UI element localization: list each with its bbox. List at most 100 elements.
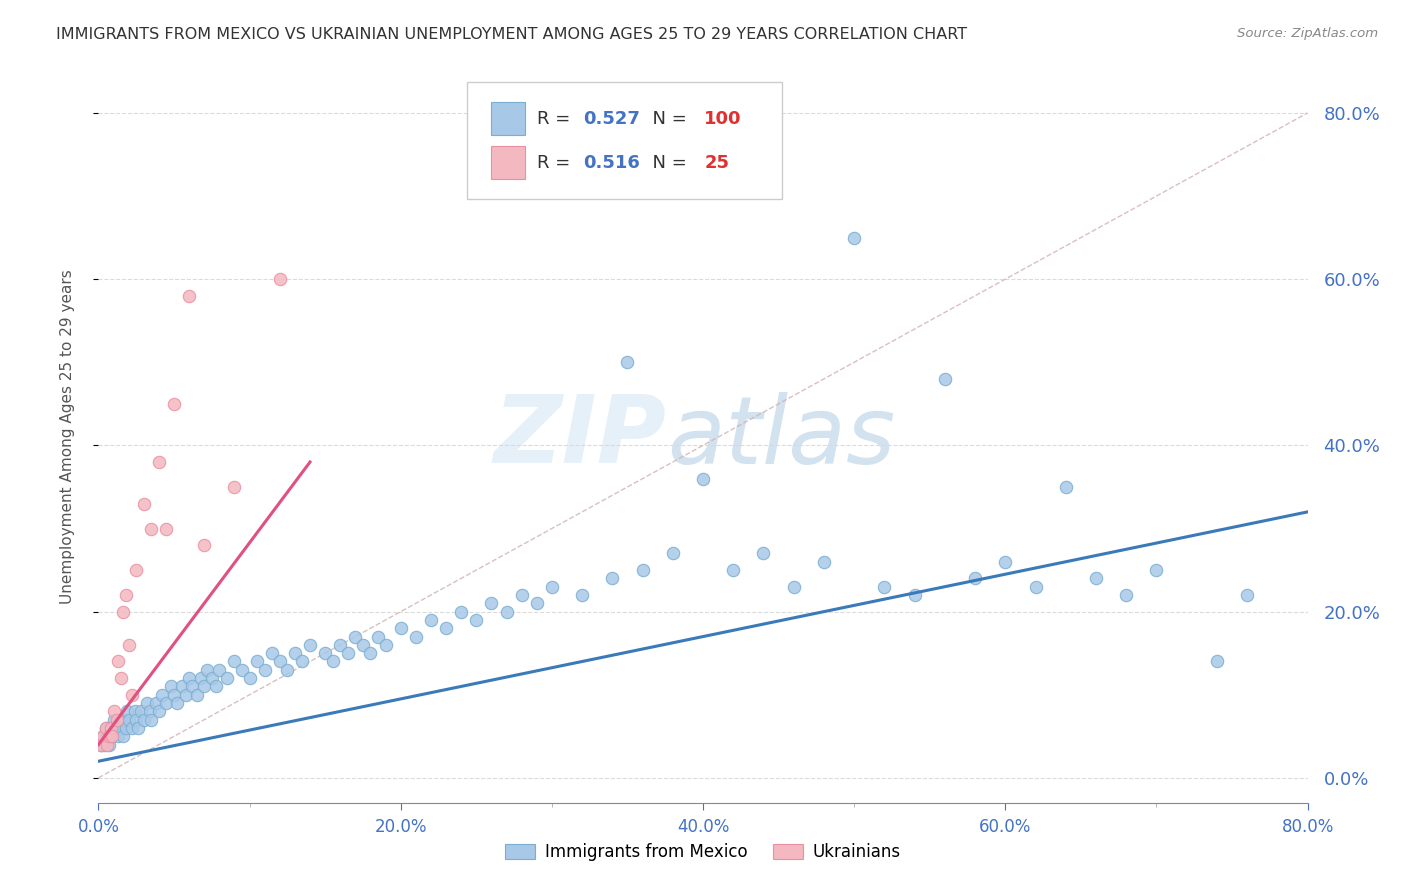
Point	[262, 646, 284, 660]
Point	[141, 713, 163, 727]
Point	[115, 705, 138, 719]
Point	[129, 705, 152, 719]
Point	[135, 696, 157, 710]
Y-axis label: Unemployment Among Ages 25 to 29 years: Unemployment Among Ages 25 to 29 years	[60, 269, 75, 605]
Text: 100: 100	[704, 110, 742, 128]
Point	[148, 705, 170, 719]
Point	[93, 738, 115, 752]
Point	[96, 729, 118, 743]
Point	[179, 671, 201, 685]
Point	[179, 289, 201, 303]
Point	[105, 721, 128, 735]
Point	[269, 655, 291, 669]
Point	[94, 721, 117, 735]
Point	[112, 713, 135, 727]
Point	[98, 729, 121, 743]
Point	[420, 613, 443, 627]
Point	[163, 397, 186, 411]
Text: atlas: atlas	[666, 392, 896, 483]
Point	[1115, 588, 1137, 602]
Point	[495, 605, 517, 619]
Point	[150, 688, 173, 702]
Point	[90, 738, 112, 752]
Legend: Immigrants from Mexico, Ukrainians: Immigrants from Mexico, Ukrainians	[499, 837, 907, 868]
Point	[434, 621, 457, 635]
Point	[110, 721, 132, 735]
Point	[215, 671, 238, 685]
Text: R =: R =	[537, 153, 576, 172]
Point	[91, 729, 114, 743]
Point	[190, 671, 212, 685]
Text: N =: N =	[641, 110, 693, 128]
Point	[389, 621, 412, 635]
Point	[246, 655, 269, 669]
Point	[344, 630, 367, 644]
Point	[374, 638, 396, 652]
Point	[186, 688, 208, 702]
Point	[322, 655, 344, 669]
Point	[125, 713, 148, 727]
Point	[360, 646, 382, 660]
Point	[965, 571, 987, 585]
Point	[1085, 571, 1108, 585]
Point	[195, 663, 218, 677]
Point	[181, 680, 204, 694]
Point	[101, 729, 124, 743]
Point	[465, 613, 488, 627]
Point	[510, 588, 533, 602]
Point	[602, 571, 624, 585]
Point	[127, 721, 149, 735]
Text: ZIP: ZIP	[494, 391, 666, 483]
Point	[904, 588, 927, 602]
Point	[132, 713, 155, 727]
Point	[101, 729, 124, 743]
Point	[139, 705, 162, 719]
Point	[108, 713, 131, 727]
Point	[110, 671, 132, 685]
Point	[155, 696, 177, 710]
Point	[526, 596, 548, 610]
Point	[121, 688, 143, 702]
Point	[163, 688, 186, 702]
Point	[314, 646, 336, 660]
Point	[155, 521, 177, 535]
Point	[100, 721, 122, 735]
Point	[1144, 563, 1167, 577]
Point	[205, 680, 228, 694]
Point	[540, 580, 562, 594]
Point	[239, 671, 262, 685]
Point	[125, 563, 148, 577]
Text: IMMIGRANTS FROM MEXICO VS UKRAINIAN UNEMPLOYMENT AMONG AGES 25 TO 29 YEARS CORRE: IMMIGRANTS FROM MEXICO VS UKRAINIAN UNEM…	[56, 27, 967, 42]
Point	[329, 638, 352, 652]
Point	[616, 355, 638, 369]
Point	[174, 688, 197, 702]
Point	[100, 721, 122, 735]
Point	[367, 630, 389, 644]
Point	[98, 738, 121, 752]
Point	[723, 563, 745, 577]
Text: 25: 25	[704, 153, 730, 172]
Point	[94, 721, 117, 735]
Point	[114, 721, 136, 735]
Point	[661, 546, 683, 560]
Point	[284, 646, 307, 660]
Point	[121, 721, 143, 735]
Point	[118, 638, 141, 652]
Bar	[492, 103, 526, 136]
Point	[170, 680, 193, 694]
FancyBboxPatch shape	[467, 82, 782, 200]
Point	[291, 655, 314, 669]
Point	[1236, 588, 1258, 602]
Point	[166, 696, 188, 710]
Point	[193, 538, 215, 552]
Point	[352, 638, 374, 652]
Point	[269, 272, 291, 286]
Point	[783, 580, 806, 594]
Point	[813, 555, 835, 569]
Point	[481, 596, 503, 610]
Point	[208, 663, 231, 677]
Point	[1024, 580, 1046, 594]
Bar	[492, 146, 526, 179]
Point	[103, 713, 125, 727]
Point	[160, 680, 183, 694]
